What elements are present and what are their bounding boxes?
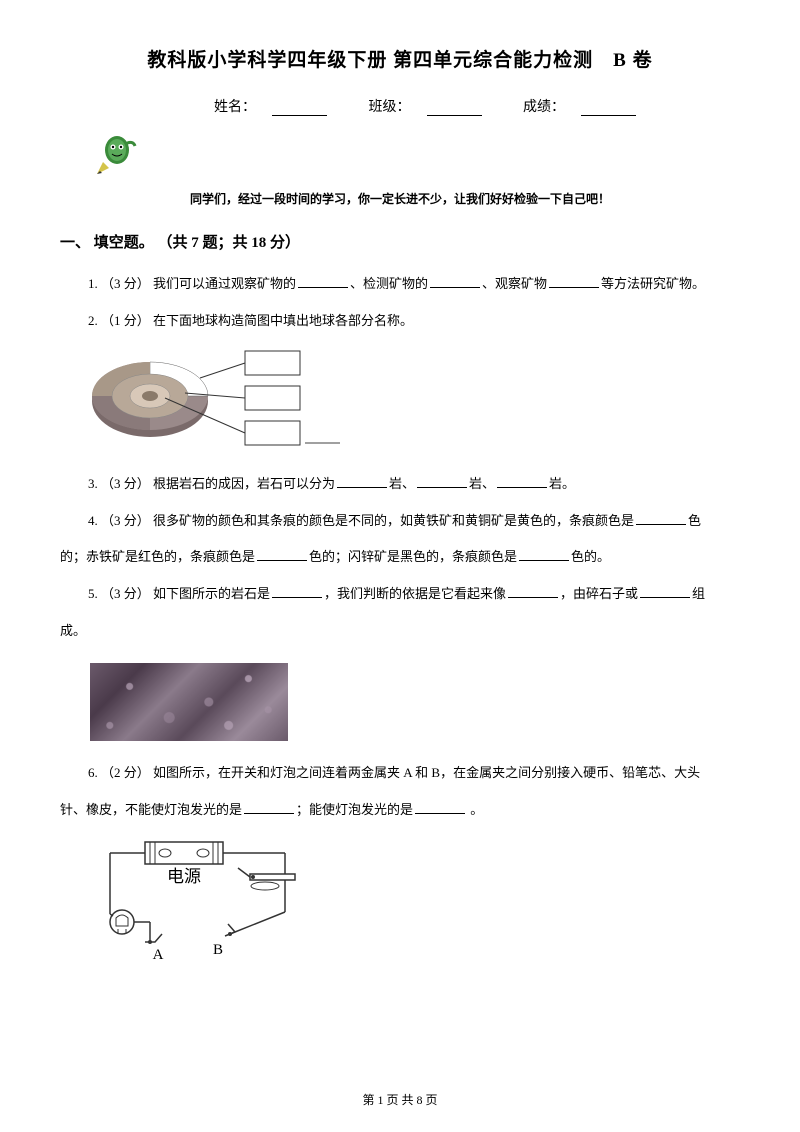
intro-text: 同学们，经过一段时间的学习，你一定长进不少，让我们好好检验一下自己吧！ [60,190,740,207]
name-blank[interactable] [272,102,327,116]
earth-structure-diagram [90,343,740,458]
question-6: 6. （2 分） 如图所示，在开关和灯泡之间连着两金属夹 A 和 B，在金属夹之… [60,759,740,788]
section-1-header: 一、 填空题。 （共 7 题；共 18 分） [60,231,740,252]
question-2: 2. （1 分） 在下面地球构造简图中填出地球各部分名称。 [60,307,740,336]
question-3: 3. （3 分） 根据岩石的成因，岩石可以分为岩、岩、岩。 [60,470,740,499]
score-blank[interactable] [581,102,636,116]
power-label: 电源 [167,867,201,886]
q6-blank-2[interactable] [415,801,465,814]
q3-blank-1[interactable] [337,475,387,488]
q4-blank-2[interactable] [257,548,307,561]
question-4-cont: 的；赤铁矿是红色的，条痕颜色是色的；闪锌矿是黑色的，条痕颜色是色的。 [60,543,740,572]
student-info-line: 姓名： 班级： 成绩： [110,96,740,116]
class-label: 班级： [369,100,411,115]
score-label: 成绩： [523,100,565,115]
q5-blank-1[interactable] [272,585,322,598]
q4-blank-3[interactable] [519,548,569,561]
question-6-cont: 针、橡皮，不能使灯泡发光的是；能使灯泡发光的是 。 [60,796,740,825]
q5-blank-3[interactable] [640,585,690,598]
question-5: 5. （3 分） 如下图所示的岩石是，我们判断的依据是它看起来像，由碎石子或组 [60,580,740,609]
clip-b-label: B [213,942,223,958]
class-blank[interactable] [427,102,482,116]
q4-blank-1[interactable] [636,512,686,525]
q5-blank-2[interactable] [508,585,558,598]
q1-blank-1[interactable] [298,275,348,288]
question-5-cont: 成。 [60,617,740,646]
q6-blank-1[interactable] [244,801,294,814]
rock-sample-image [90,663,288,741]
q3-blank-3[interactable] [497,475,547,488]
page-footer: 第 1 页 共 8 页 [0,1091,800,1108]
circuit-diagram: 电源 A B [90,834,740,969]
pencil-mascot-icon [95,134,143,178]
exam-title: 教科版小学科学四年级下册 第四单元综合能力检测 B 卷 [60,45,740,72]
q3-blank-2[interactable] [417,475,467,488]
name-label: 姓名： [214,100,256,115]
question-4: 4. （3 分） 很多矿物的颜色和其条痕的颜色是不同的，如黄铁矿和黄铜矿是黄色的… [60,507,740,536]
q1-blank-3[interactable] [549,275,599,288]
question-1: 1. （3 分） 我们可以通过观察矿物的、检测矿物的、观察矿物等方法研究矿物。 [60,270,740,299]
clip-a-label: A [153,947,164,963]
q1-blank-2[interactable] [430,275,480,288]
